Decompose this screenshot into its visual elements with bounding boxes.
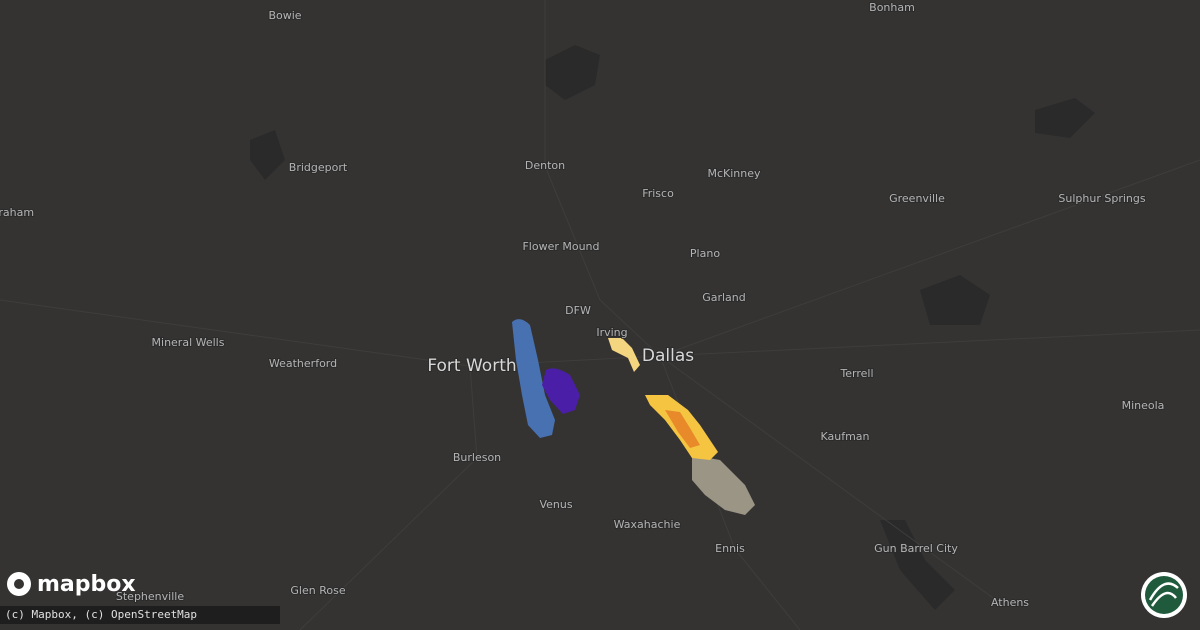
place-label: Dallas: [642, 346, 694, 366]
alert-area: [692, 455, 755, 515]
place-label: Athens: [991, 596, 1029, 609]
lakes: [250, 45, 1095, 610]
place-label: Glen Rose: [290, 584, 345, 597]
alert-area: [608, 338, 640, 372]
mapbox-logo[interactable]: mapbox: [7, 572, 136, 597]
place-label: Flower Mound: [522, 240, 599, 253]
site-badge[interactable]: [1141, 572, 1187, 618]
place-label: Venus: [539, 498, 572, 511]
place-label: Bridgeport: [289, 161, 348, 174]
logo-icon-inner: [14, 579, 24, 589]
place-label: Plano: [690, 247, 720, 260]
place-label: Bowie: [268, 9, 301, 22]
place-label: Fort Worth: [427, 356, 516, 376]
place-labels: Bowie Bonham Denton McKinney Frisco Brid…: [0, 0, 1165, 610]
alert-area: [542, 368, 580, 414]
alert-area: [512, 319, 555, 438]
place-label: Mineral Wells: [152, 336, 225, 349]
place-label: Burleson: [453, 451, 501, 464]
place-label: Sulphur Springs: [1058, 192, 1145, 205]
place-label: Kaufman: [820, 430, 869, 443]
place-label: Gun Barrel City: [874, 542, 958, 555]
place-label: Irving: [596, 326, 627, 339]
place-label: Waxahachie: [614, 518, 681, 531]
attribution-bar: [0, 606, 280, 624]
place-label: Terrell: [839, 367, 873, 380]
place-label: Stephenville: [116, 590, 184, 603]
place-label: Ennis: [715, 542, 745, 555]
place-label: Mineola: [1122, 399, 1165, 412]
place-label: Frisco: [642, 187, 674, 200]
place-label: Graham: [0, 206, 34, 219]
place-label: Bonham: [869, 1, 915, 14]
badge-mark: [1148, 582, 1179, 607]
logo-text: mapbox: [37, 572, 136, 597]
place-label: Denton: [525, 159, 565, 172]
attribution[interactable]: (c) Mapbox, (c) OpenStreetMap: [5, 608, 197, 621]
place-label: Garland: [702, 291, 746, 304]
alert-area: [665, 410, 700, 448]
place-label: McKinney: [707, 167, 761, 180]
place-label: Weatherford: [269, 357, 337, 370]
place-label: Greenville: [889, 192, 945, 205]
place-label: DFW: [565, 304, 591, 317]
